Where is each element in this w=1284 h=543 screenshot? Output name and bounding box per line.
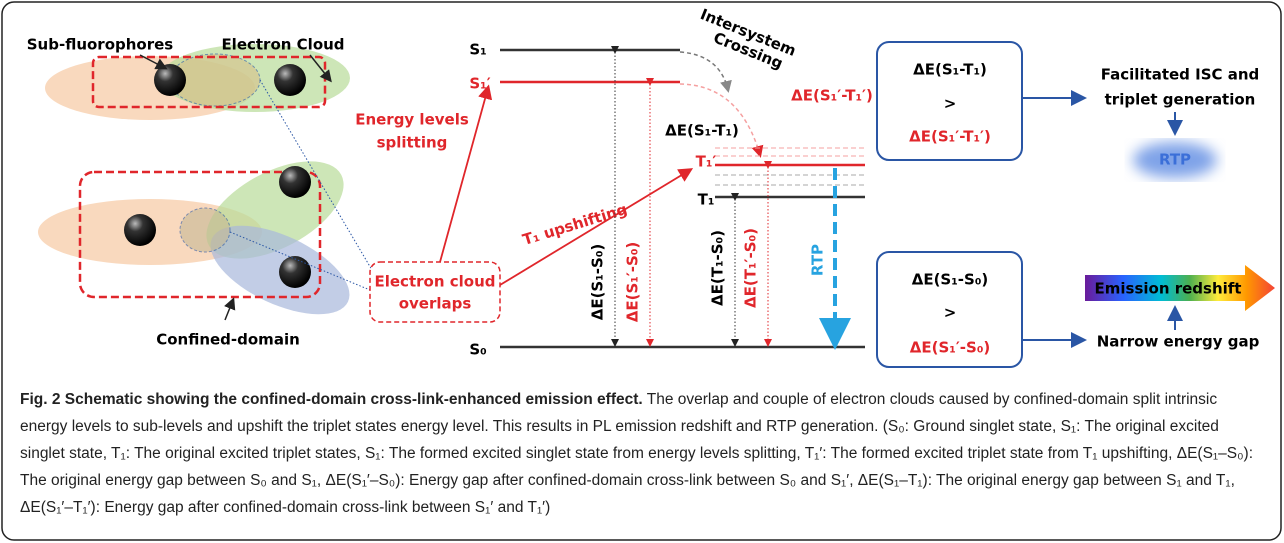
callout: Energy levels — [355, 111, 469, 129]
label: Confined-domain — [156, 331, 300, 349]
label: Sub-fluorophores — [27, 36, 174, 54]
caption: Fig. 2 Schematic showing the confined-do… — [20, 386, 1266, 521]
caption-title: Fig. 2 Schematic showing the confined-do… — [20, 391, 643, 408]
level-label: S₁ — [469, 41, 486, 59]
result-text: Narrow energy gap — [1097, 333, 1260, 351]
box-text: > — [944, 95, 957, 113]
box-text: ΔE(S₁-S₀) — [912, 271, 989, 289]
callout: Electron cloud — [375, 273, 496, 291]
box-text: ΔE(S₁-T₁) — [913, 61, 987, 79]
level-label: S₁′ — [469, 75, 490, 93]
level-label: S₀ — [469, 341, 486, 359]
callout: splitting — [377, 134, 448, 152]
level-label: T₁′ — [696, 153, 717, 171]
callout: T₁ upshifting — [520, 200, 629, 249]
callout: overlaps — [399, 295, 472, 313]
result-text: RTP — [1159, 151, 1191, 169]
gap-label: RTP — [809, 244, 827, 276]
gap-label: ΔE(S₁′-T₁′) — [791, 87, 873, 105]
level-label: T₁ — [698, 191, 715, 209]
result-text: Facilitated ISC and — [1101, 66, 1260, 84]
result-text: triplet generation — [1105, 91, 1256, 109]
energy-levels: S₁ S₁′ T₁′ T₁ S₀ ΔE(S₁-S₀) ΔE(S₁′-S₀) ΔE… — [469, 41, 873, 359]
left-panel: Sub-fluorophores Electron Cloud Confined… — [27, 36, 372, 349]
box-text: > — [944, 304, 957, 322]
gap-label: ΔE(S₁-S₀) — [589, 244, 607, 321]
box-text: ΔE(S₁′-S₀) — [910, 339, 991, 357]
gap-label: ΔE(S₁-T₁) — [665, 122, 739, 140]
caption-body: The overlap and couple of electron cloud… — [20, 391, 1253, 516]
results: Facilitated ISC and triplet generation R… — [1022, 66, 1275, 351]
gap-label: ΔE(T₁′-S₀) — [742, 228, 760, 308]
label: Electron Cloud — [221, 36, 344, 54]
callouts: Electron cloud overlaps Energy levels sp… — [355, 5, 798, 322]
result-text: Emission redshift — [1095, 280, 1242, 298]
box-text: ΔE(S₁′-T₁′) — [909, 128, 991, 146]
gap-label: ΔE(T₁-S₀) — [709, 230, 727, 306]
page: Sub-fluorophores Electron Cloud Confined… — [0, 0, 1284, 543]
gap-label: ΔE(S₁′-S₀) — [624, 242, 642, 323]
comparison-boxes: ΔE(S₁-T₁) > ΔE(S₁′-T₁′) ΔE(S₁-S₀) > ΔE(S… — [877, 42, 1022, 367]
